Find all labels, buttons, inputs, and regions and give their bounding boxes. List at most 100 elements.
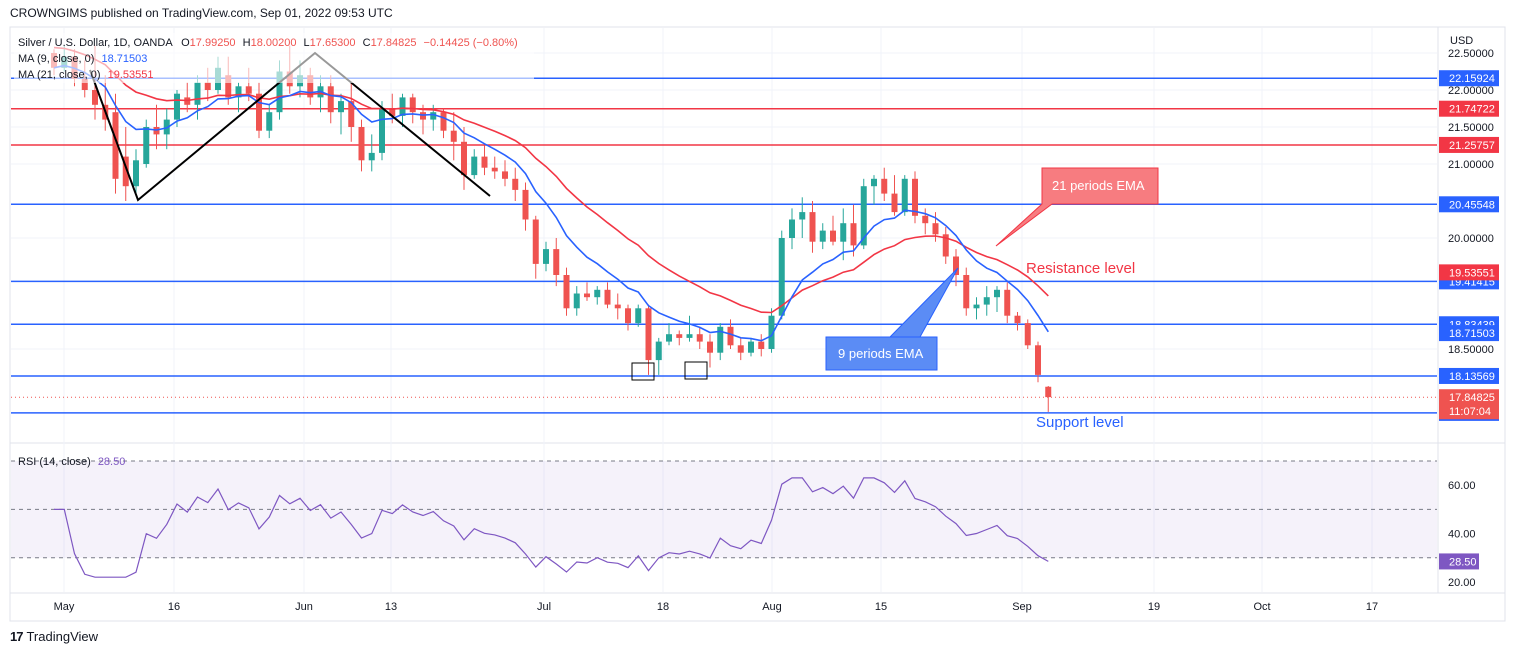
chart-canvas[interactable]: May 16 Jun 13 Jul 18 Aug 15 Sep 19 Oct 17 22.50000 22… [0,0,1514,625]
candle-body [389,108,396,116]
candle-body [235,86,242,98]
candle-body [635,308,642,324]
candle-body [994,289,1000,298]
candle-body [307,75,314,98]
level-badge-text: 20.45548 [1449,199,1495,211]
candle-body [840,223,847,242]
ma9-value: 18.71503 [101,53,147,65]
candle-body [901,178,908,213]
svg-text:MA (9, close, 0) 18.7150: MA (9, close, 0) 18.71503 [18,53,147,65]
candle-body [614,304,621,309]
candle-body [655,341,662,361]
candle-body [594,289,601,298]
support-label: Support level [1036,414,1124,431]
level-badge [1439,100,1499,117]
candle-body [430,112,437,120]
candle-body [881,178,888,194]
tradingview-logo[interactable]: 17 TradingView [10,629,98,644]
rsi-layer [11,460,1437,578]
price-badge [1439,325,1499,342]
candle-body [491,167,498,172]
rsi-line [54,477,1049,578]
candle-body [409,97,416,113]
candle-body [543,249,549,264]
candle-body [830,230,836,242]
candle-body [143,127,150,164]
candle-body [1024,323,1031,346]
price-badge [1439,264,1499,281]
level-badge-text: 21.74722 [1449,104,1495,116]
candle-body [1014,315,1021,324]
symbol-name: Silver / U.S. Dollar, 1D, OANDA [18,37,173,49]
candle-body [1004,289,1011,316]
change-value: −0.14425 (−0.80%) [424,37,518,49]
ma21-label: MA (21, close, 0) [18,69,101,81]
time-axis-label: 13 [385,601,397,613]
candle-body [379,108,385,153]
candle-body [768,315,775,349]
candle-body [502,171,508,179]
candle-body [686,334,693,338]
candle-body [604,289,611,305]
candle-body [676,334,683,338]
level-badge-text: 18.13569 [1449,371,1495,383]
price-badge-text: 18.71503 [1449,328,1495,340]
candle-body [809,212,816,242]
candle-body [778,238,785,316]
candle-body [737,345,744,353]
price-badge-text: 19.53551 [1449,267,1495,279]
svg-text:MA (21, close, 0) 19.535: MA (21, close, 0) 19.53551 [18,69,154,81]
ema21-callout[interactable]: 21 periods EMA [995,167,1159,247]
candle-body [133,160,139,187]
candle-body [112,112,119,179]
time-axis[interactable] [9,592,1506,622]
ma9-label: MA (9, close, 0) [18,53,94,65]
candle-body [368,152,375,161]
time-axis-label: 16 [168,601,180,613]
candle-body [440,112,447,131]
level-badge [1439,70,1499,87]
candle-body [204,82,211,90]
candle-body [450,130,457,142]
candle-body [983,297,990,305]
svg-text:RSI (14, close) 28.50: RSI (14, close) 28.50 [18,456,125,468]
rsi-legend[interactable]: RSI (14, close) 28.50 [18,456,125,468]
candle-body [225,75,232,98]
candle-body [819,230,826,242]
candle-body [973,304,980,309]
double-bottom-box-2 [684,361,708,380]
ohlc-c-value: 17.84825 [371,37,417,49]
rsi-badge-text: 28.50 [1449,556,1477,568]
rsi-value: 28.50 [98,456,126,468]
price-badge [1439,389,1499,420]
rsi-axis[interactable] [1437,442,1506,594]
candle-body [522,189,529,220]
ema9-callout[interactable]: 9 periods EMA [825,267,959,371]
candle-body [891,193,898,213]
price-axis-tick: 20.00000 [1448,233,1494,245]
candle-body [942,234,949,257]
time-axis-label: Jul [537,601,551,613]
candle-body [245,86,252,94]
candle-body [338,101,344,113]
ohlc-l-value: 17.65300 [310,37,356,49]
symbol-legend[interactable]: Silver / U.S. Dollar, 1D, OANDA O17.9925… [14,33,534,83]
candle-body [871,178,877,187]
candle-body [194,82,201,105]
candle-body [512,178,519,190]
level-badge-text: 22.15924 [1449,73,1495,85]
ema9-line [53,64,1049,342]
price-pane[interactable] [9,26,1439,444]
candle-body [81,78,88,90]
level-badge [1439,136,1499,153]
candle-body [461,141,467,176]
ema21-callout-text: 21 periods EMA [1052,178,1145,193]
candle-body [922,215,929,224]
price-axis-tick: 18.50000 [1448,344,1494,356]
candle-body [122,156,129,187]
time-axis-label: 19 [1148,601,1160,613]
candle-body [573,293,580,309]
ohlc-o-value: 17.99250 [190,37,236,49]
candle-body [358,127,365,161]
candle-body [727,326,734,346]
